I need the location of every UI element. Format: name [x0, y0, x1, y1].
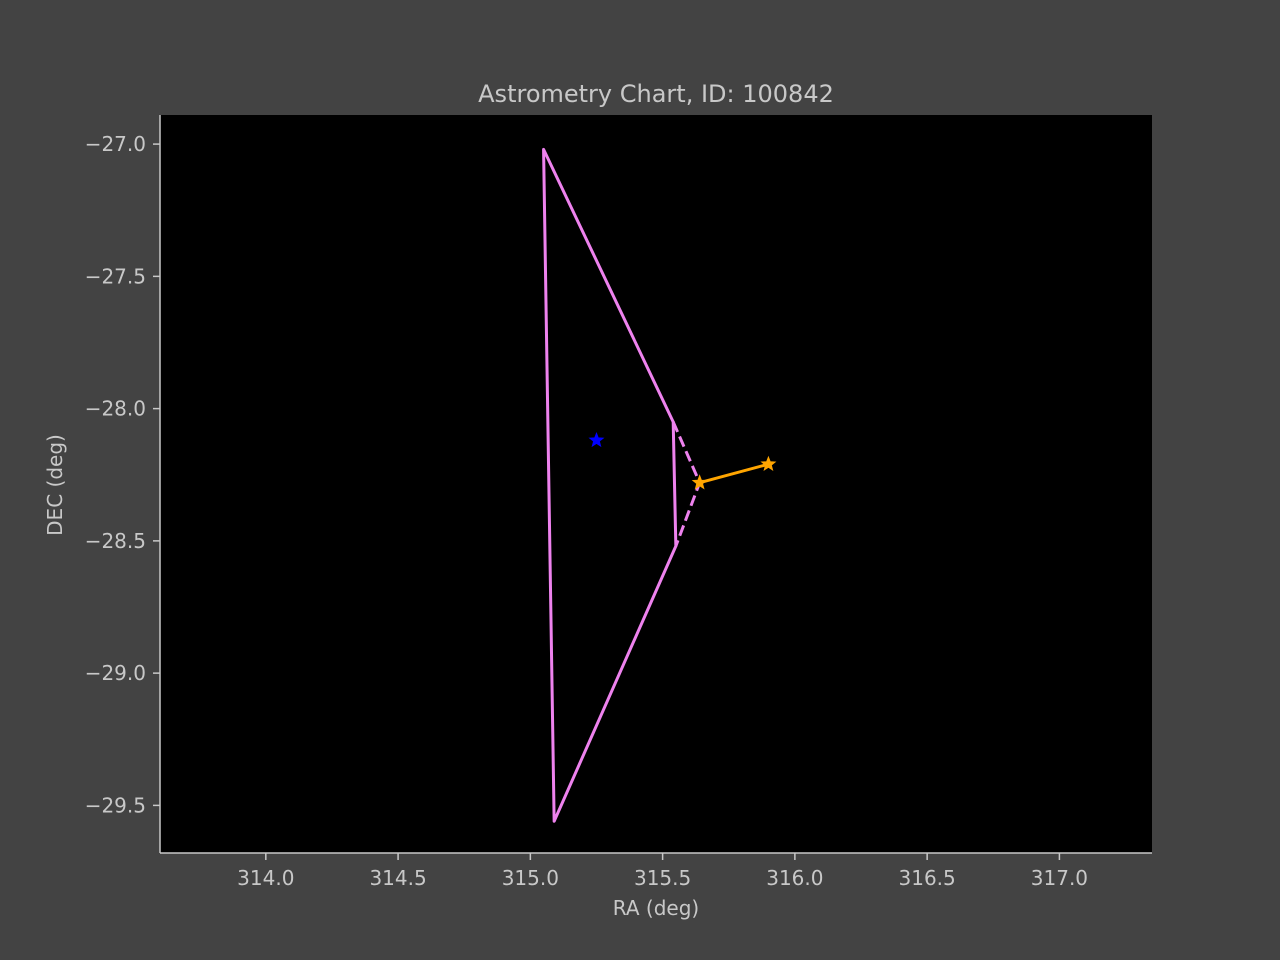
marks-layer [542, 147, 777, 823]
x-tick-label: 316.5 [899, 866, 956, 890]
x-tick-label: 315.5 [634, 866, 691, 890]
series-2-star-point-1 [760, 455, 777, 471]
y-tick-label: −28.5 [85, 529, 146, 553]
chart-title: Astrometry Chart, ID: 100842 [478, 80, 834, 108]
x-tick-label: 317.0 [1031, 866, 1088, 890]
x-tick-label: 314.5 [369, 866, 426, 890]
series-2-star-point-0 [691, 474, 708, 490]
y-axis-label: DEC (deg) [43, 434, 67, 536]
y-tick-label: −29.5 [85, 793, 146, 817]
series-3-star-point-0 [588, 431, 605, 448]
plot-area [160, 115, 1152, 853]
x-tick-label: 316.0 [766, 866, 823, 890]
x-tick-label: 314.0 [237, 866, 294, 890]
y-tick-label: −28.0 [85, 397, 146, 421]
ticks-layer: 314.0 314.5 315.0 315.5 316.0 316.5 317.0 −27.0… [85, 132, 1088, 890]
series-2-line [698, 462, 770, 485]
y-tick-label: −29.0 [85, 661, 146, 685]
x-axis-label: RA (deg) [613, 896, 699, 920]
y-tick-label: −27.0 [85, 132, 146, 156]
x-tick-label: 315.0 [502, 866, 559, 890]
y-tick-label: −27.5 [85, 264, 146, 288]
series-0-line [542, 147, 678, 823]
